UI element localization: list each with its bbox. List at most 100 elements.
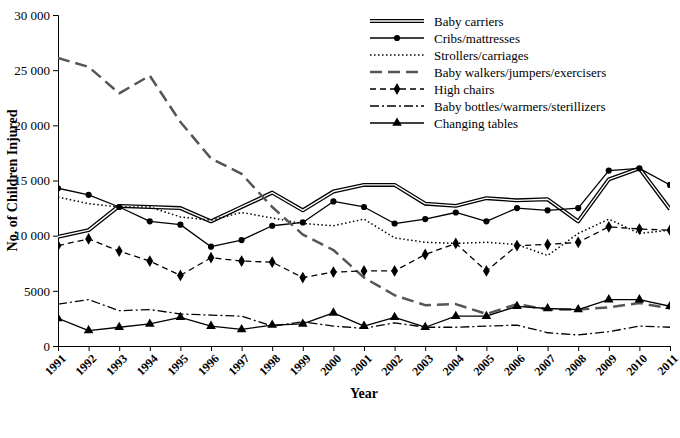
legend-label: Baby walkers/jumpers/exercisers: [434, 65, 606, 80]
series-marker: [58, 185, 61, 191]
x-tick: 2002: [379, 346, 406, 378]
x-tick-label: 2001: [348, 352, 375, 379]
legend-label: Changing tables: [434, 116, 518, 131]
series-marker: [298, 318, 308, 326]
series-marker: [177, 270, 184, 282]
y-tick-mark: [53, 70, 58, 71]
x-tick-label: 2006: [501, 352, 528, 379]
x-tick-mark: [303, 346, 304, 351]
series-marker: [206, 321, 216, 329]
y-axis-line: [53, 16, 59, 347]
y-tick-mark: [53, 346, 58, 347]
series-marker: [482, 311, 492, 319]
legend-item: Cribs/mattresses: [370, 31, 520, 46]
series-marker: [237, 324, 247, 332]
x-tick-label: 2010: [623, 352, 650, 379]
series: [58, 58, 670, 314]
series-marker: [392, 220, 398, 226]
series-line: [58, 300, 670, 331]
x-tick-mark: [333, 346, 334, 351]
y-tick-label: 30 000: [14, 8, 50, 23]
legend-item: Baby bottles/warmers/sterillizers: [370, 99, 605, 114]
x-tick: 2005: [470, 346, 497, 378]
series-marker: [422, 216, 428, 222]
y-tick: 5000: [24, 283, 58, 298]
x-tick-label: 2007: [532, 352, 559, 379]
series: [58, 221, 670, 284]
y-tick-label: 0: [44, 339, 51, 354]
x-tick-label: 2002: [379, 352, 406, 379]
x-tick-label: 2009: [593, 352, 620, 379]
x-tick: 1993: [103, 346, 130, 378]
x-tick-label: 1996: [195, 352, 222, 379]
legend-label: Cribs/mattresses: [434, 31, 520, 46]
x-tick-mark: [456, 346, 457, 351]
series-marker: [330, 266, 337, 278]
legend-marker: [394, 35, 400, 41]
x-tick: 1999: [287, 346, 314, 378]
y-tick-mark: [53, 125, 58, 126]
x-tick: 1997: [226, 346, 253, 378]
x-tick-mark: [486, 346, 487, 351]
series-marker: [58, 240, 61, 252]
chart: 0500010 00015 00020 00025 00030 00019911…: [0, 0, 680, 438]
x-tick: 2006: [501, 346, 528, 378]
x-tick: 2001: [348, 346, 375, 378]
x-tick-mark: [517, 346, 518, 351]
x-tick-label: 1997: [226, 352, 253, 379]
series-marker: [635, 294, 645, 302]
y-tick-mark: [53, 181, 58, 182]
x-tick-label: 2005: [470, 352, 497, 379]
series-marker: [239, 237, 245, 243]
y-axis-title: No. of Children Injured: [5, 109, 20, 251]
x-tick-mark: [395, 346, 396, 351]
series-marker: [665, 301, 670, 309]
series-marker: [636, 223, 643, 235]
series-line: [58, 58, 670, 314]
y-tick-label: 5000: [24, 283, 50, 298]
x-tick: 2008: [562, 346, 589, 378]
legend-swatch: [370, 54, 424, 56]
series-marker: [208, 244, 214, 250]
x-tick-mark: [609, 346, 610, 351]
series: [58, 294, 670, 333]
x-tick-label: 2000: [317, 352, 344, 379]
series-marker: [85, 233, 92, 245]
series-marker: [453, 209, 459, 215]
y-tick: 10 000: [14, 228, 58, 243]
legend-swatch-inner: [370, 20, 424, 21]
legend-item: High chairs: [370, 82, 494, 97]
x-tick: 1995: [164, 346, 191, 378]
series: [58, 300, 670, 335]
series-marker: [267, 319, 277, 327]
y-tick-mark: [53, 291, 58, 292]
x-tick-label: 1995: [164, 352, 191, 379]
series-marker: [452, 238, 459, 250]
series-marker: [544, 239, 551, 251]
legend-swatch: [370, 71, 424, 74]
legend-swatch: [370, 105, 424, 106]
legend-label: High chairs: [434, 82, 494, 97]
plot: 0500010 00015 00020 00025 00030 00019911…: [14, 8, 680, 379]
series-marker: [543, 303, 553, 311]
series-marker: [483, 265, 490, 277]
x-tick-label: 1994: [134, 352, 161, 379]
series-marker: [667, 224, 670, 236]
series-line-inner: [58, 168, 670, 236]
x-tick-mark: [364, 346, 365, 351]
x-tick-label: 1993: [103, 352, 130, 379]
series-marker: [299, 272, 306, 284]
series-marker: [177, 222, 183, 228]
series-marker: [269, 223, 275, 229]
x-tick: 1994: [134, 346, 161, 378]
y-axis: 0500010 00015 00020 00025 00030 000: [14, 8, 58, 354]
series-marker: [420, 322, 430, 330]
series-marker: [84, 325, 94, 333]
series-marker: [359, 321, 369, 329]
legend-item: Baby walkers/jumpers/exercisers: [370, 65, 606, 80]
x-tick-mark: [150, 346, 151, 351]
x-tick-mark: [578, 346, 579, 351]
x-tick: 2011: [654, 346, 680, 378]
legend-item: Changing tables: [370, 116, 518, 131]
series-marker: [86, 192, 92, 198]
